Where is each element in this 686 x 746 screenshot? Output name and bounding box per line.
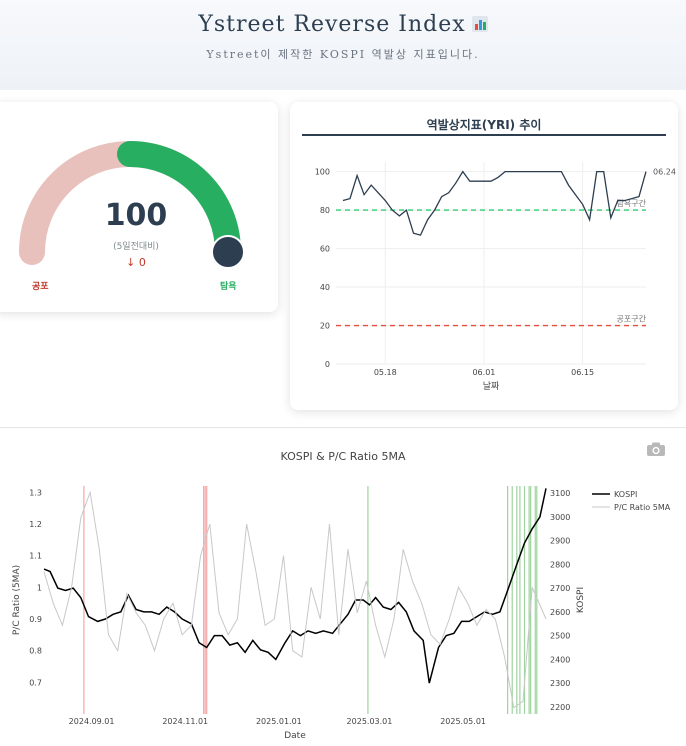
- yri-y-tick: 0: [325, 360, 330, 369]
- kospi-y2-tick: 2800: [550, 560, 570, 569]
- yri-y-tick: 20: [320, 322, 330, 331]
- bar-chart-icon: [471, 16, 488, 32]
- pc-ratio-series-line: [43, 490, 547, 709]
- yri-y-tick: 80: [320, 206, 330, 215]
- yri-x-tick: 06.15: [571, 368, 594, 377]
- yri-threshold-label: 탐욕구간: [617, 198, 647, 208]
- legend-entry: KOSPI: [614, 490, 637, 499]
- header: Ystreet Reverse Index Ystreet이 제작한 KOSPI…: [0, 0, 686, 90]
- page-title: Ystreet Reverse Index: [0, 12, 686, 37]
- kospi-y2-axis-label: KOSPI: [576, 587, 586, 613]
- gauge-low-label: 공포: [32, 282, 49, 292]
- pc-y-tick: 0.8: [29, 647, 42, 656]
- yri-y-tick: 60: [320, 245, 330, 254]
- pc-y-tick: 0.9: [29, 615, 42, 624]
- kospi-pc-chart[interactable]: KOSPI & P/C Ratio 5MA 0.7 0.8 0.9 1 1.1 1.2 1.3…: [0, 428, 686, 746]
- pc-y-tick: 0.7: [29, 678, 42, 687]
- pc-y-tick: 1.3: [29, 488, 42, 497]
- pc-y-tick: 1.2: [29, 520, 42, 529]
- kospi-chart-title: KOSPI & P/C Ratio 5MA: [281, 450, 406, 463]
- pc-y-tick: 1: [37, 583, 42, 592]
- kospi-y2-tick: 2400: [550, 655, 570, 664]
- yri-title-rule: [302, 134, 666, 136]
- gauge-fill: [117, 141, 241, 265]
- gauge-chart: [19, 141, 245, 269]
- kospi-x-tick: 2024.09.01: [69, 717, 115, 726]
- pc-y-axis-label: P/C Ratio (5MA): [12, 565, 22, 635]
- page-title-text: Ystreet Reverse Index: [198, 12, 466, 37]
- gauge-knob: [211, 235, 245, 269]
- page-subtitle: Ystreet이 제작한 KOSPI 역발상 지표입니다.: [206, 48, 480, 61]
- kospi-x-tick: 2024.11.01: [162, 717, 208, 726]
- yri-series-line: [342, 170, 647, 236]
- yri-x-tick: 06.01: [472, 368, 495, 377]
- kospi-y2-tick: 2900: [550, 537, 570, 546]
- legend-entry: P/C Ratio 5MA: [614, 503, 671, 512]
- kospi-x-tick: 2025.03.01: [347, 717, 393, 726]
- yri-last-value-label: 06.24: [653, 168, 676, 177]
- kospi-x-tick: 2025.05.01: [440, 717, 486, 726]
- yri-y-tick: 100: [315, 168, 330, 177]
- gauge-high-label: 탐욕: [220, 282, 237, 292]
- yri-x-tick: 05.18: [374, 368, 397, 377]
- kospi-y2-tick: 2500: [550, 632, 570, 641]
- gauge-value: 100: [104, 198, 168, 233]
- gauge-change: ↓ 0: [126, 256, 146, 269]
- kospi-series-line: [43, 488, 547, 684]
- kospi-y2-tick: 2300: [550, 679, 570, 688]
- kospi-y2-tick: 3100: [550, 489, 570, 498]
- kospi-y2-tick: 2700: [550, 584, 570, 593]
- yri-chart-title: 역발상지표(YRI) 추이: [426, 118, 542, 132]
- section-divider: [0, 427, 686, 428]
- camera-icon[interactable]: [646, 441, 666, 457]
- gauge-card: 100 (5일전대비) ↓ 0 공포 탐욕: [0, 102, 278, 312]
- kospi-y2-tick: 2200: [550, 703, 570, 712]
- kospi-y2-tick: 2600: [550, 608, 570, 617]
- yri-trend-card: 역발상지표(YRI) 추이 0 20 40 60 80 100 05.18 06.01 06.1…: [290, 102, 678, 410]
- gauge-subtitle: (5일전대비): [113, 242, 159, 252]
- yri-y-tick: 40: [320, 283, 330, 292]
- pc-y-tick: 1.1: [29, 552, 42, 561]
- yri-x-axis-label: 날짜: [483, 381, 500, 392]
- kospi-y2-tick: 3000: [550, 513, 570, 522]
- kospi-x-axis-label: Date: [284, 731, 306, 741]
- kospi-x-tick: 2025.01.01: [256, 717, 302, 726]
- yri-threshold-label: 공포구간: [617, 314, 647, 324]
